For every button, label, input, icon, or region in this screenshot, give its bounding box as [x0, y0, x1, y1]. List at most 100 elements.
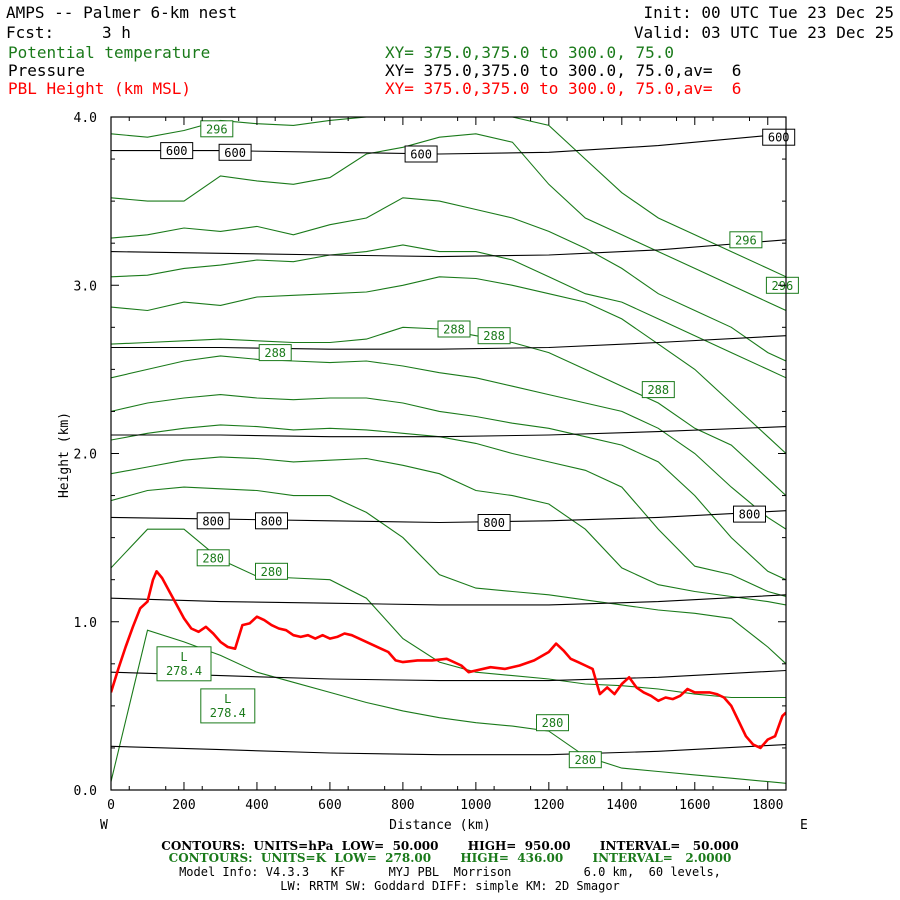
isentrope-label-box	[255, 562, 288, 580]
isobar-line	[111, 426, 786, 438]
isentrope-label-box	[477, 327, 511, 345]
isobar-line	[111, 744, 786, 756]
pressure-contours	[111, 133, 786, 756]
isobar-label-box	[196, 512, 230, 530]
x-axis-label: Distance (km)	[389, 818, 491, 833]
isentrope-label: 296	[735, 233, 757, 247]
x-tick-label: 400	[245, 798, 268, 813]
low-value: 278.4	[166, 664, 202, 678]
isentrope-line	[111, 326, 786, 497]
field-name-theta: Potential temperature	[8, 43, 211, 62]
isentrope-line	[111, 424, 786, 598]
y-tick-label: 1.0	[74, 616, 97, 631]
isentrope-line	[111, 486, 786, 665]
isentrope-line	[111, 394, 786, 581]
forecast-label: Fcst:	[6, 23, 55, 42]
isobar-label-box	[218, 143, 252, 161]
low-value: 278.4	[210, 706, 246, 720]
isentrope-label-box	[437, 320, 471, 338]
isobar-label: 600	[166, 144, 188, 158]
isentrope-label: 288	[443, 323, 465, 337]
x-tick-label: 800	[391, 798, 414, 813]
west-label: W	[100, 818, 108, 833]
x-tick-label: 1600	[679, 798, 710, 813]
isentrope-line	[111, 133, 786, 311]
low-letter: L	[180, 650, 187, 664]
isentrope-label: 288	[647, 383, 669, 397]
isentrope-label-box	[536, 714, 569, 732]
low-box	[200, 688, 256, 724]
x-tick-label: 1000	[460, 798, 491, 813]
isobar-label: 800	[739, 508, 761, 522]
y-axis-label: Height (km)	[57, 412, 72, 498]
pbl-height-series	[111, 570, 786, 750]
y-tick-label: 2.0	[74, 448, 97, 463]
contour-labels: 800 800 800 800 600 600 600 600 280 280 280 280 288 2…	[156, 120, 799, 769]
isentrope-line	[111, 355, 786, 530]
isentrope-label: 280	[202, 551, 224, 565]
isentrope-label-box	[729, 231, 763, 249]
model-info-line-2: LW: RRTM SW: Goddard DIFF: simple KM: 2D…	[280, 879, 620, 893]
isobar-label-box	[404, 145, 438, 163]
y-tick-label: 0.0	[74, 784, 97, 799]
isobar-label-box	[477, 514, 511, 531]
isentrope-line	[111, 197, 786, 362]
isobar-label: 800	[483, 516, 505, 530]
isentrope-line	[111, 629, 786, 784]
isentrope-label-box	[196, 549, 230, 567]
field-xy-theta: XY= 375.0,375.0 to 300.0, 75.0	[385, 43, 674, 62]
isobar-label: 600	[224, 146, 246, 160]
x-tick-label: 1800	[752, 798, 783, 813]
model-info-line-1: Model Info: V4.3.3 KF MYJ PBL Morrison 6…	[179, 865, 721, 879]
y-tick-label: 3.0	[74, 279, 97, 294]
isobar-line	[111, 239, 786, 258]
isobar-label: 600	[410, 148, 432, 162]
isentrope-line	[111, 276, 786, 454]
isentrope-label: 296	[772, 279, 794, 293]
x-tick-label: 1400	[606, 798, 637, 813]
pbl-height-line	[111, 570, 786, 750]
potential-temperature-contours	[111, 117, 786, 784]
isobar-label-box	[160, 142, 194, 160]
isobar-label-box	[255, 512, 288, 530]
isentrope-label-box	[258, 344, 292, 362]
isobar-label-box	[733, 505, 766, 523]
x-tick-label: 1200	[533, 798, 564, 813]
chart-title: AMPS -- Palmer 6-km nest	[6, 3, 238, 22]
isentrope-label: 280	[542, 716, 564, 730]
valid-time: Valid: 03 UTC Tue 23 Dec 25	[633, 23, 894, 42]
x-tick-label: 200	[172, 798, 195, 813]
isobar-line	[111, 594, 786, 606]
east-label: E	[800, 818, 808, 833]
field-xy-pbl: XY= 375.0,375.0 to 300.0, 75.0,av= 6	[385, 79, 742, 98]
x-tick-label: 0	[107, 798, 115, 813]
isentrope-label: 296	[206, 122, 228, 136]
isentrope-label-box	[641, 381, 675, 399]
x-tick-label: 600	[318, 798, 341, 813]
isentrope-label-box	[568, 751, 602, 769]
isobar-line	[111, 669, 786, 682]
isentrope-line	[111, 244, 786, 379]
isobar-label: 800	[202, 514, 224, 528]
isentrope-label: 280	[261, 565, 283, 579]
init-time: Init: 00 UTC Tue 23 Dec 25	[643, 3, 894, 22]
field-name-pbl: PBL Height (km MSL)	[8, 79, 192, 98]
isobar-label: 600	[768, 131, 790, 145]
isentrope-label: 288	[483, 329, 505, 343]
field-xy-pressure: XY= 375.0,375.0 to 300.0, 75.0,av= 6	[385, 61, 742, 80]
forecast-value: 3 h	[102, 23, 131, 42]
field-name-pressure: Pressure	[8, 61, 86, 80]
theta-contours-info: CONTOURS: UNITS=K LOW= 278.00 HIGH= 436.…	[168, 851, 732, 865]
isentrope-label: 288	[264, 346, 286, 360]
isobar-label: 800	[261, 514, 283, 528]
y-tick-label: 4.0	[74, 111, 97, 126]
isobar-label-box	[762, 128, 796, 146]
isobar-line	[111, 335, 786, 350]
isentrope-label: 280	[574, 753, 596, 767]
isentrope-label-box	[200, 120, 234, 138]
isentrope-line	[111, 456, 786, 606]
low-letter: L	[224, 692, 231, 706]
low-box	[156, 646, 212, 682]
pressure-contours-info: CONTOURS: UNITS=hPa LOW= 50.000 HIGH= 95…	[161, 839, 739, 853]
